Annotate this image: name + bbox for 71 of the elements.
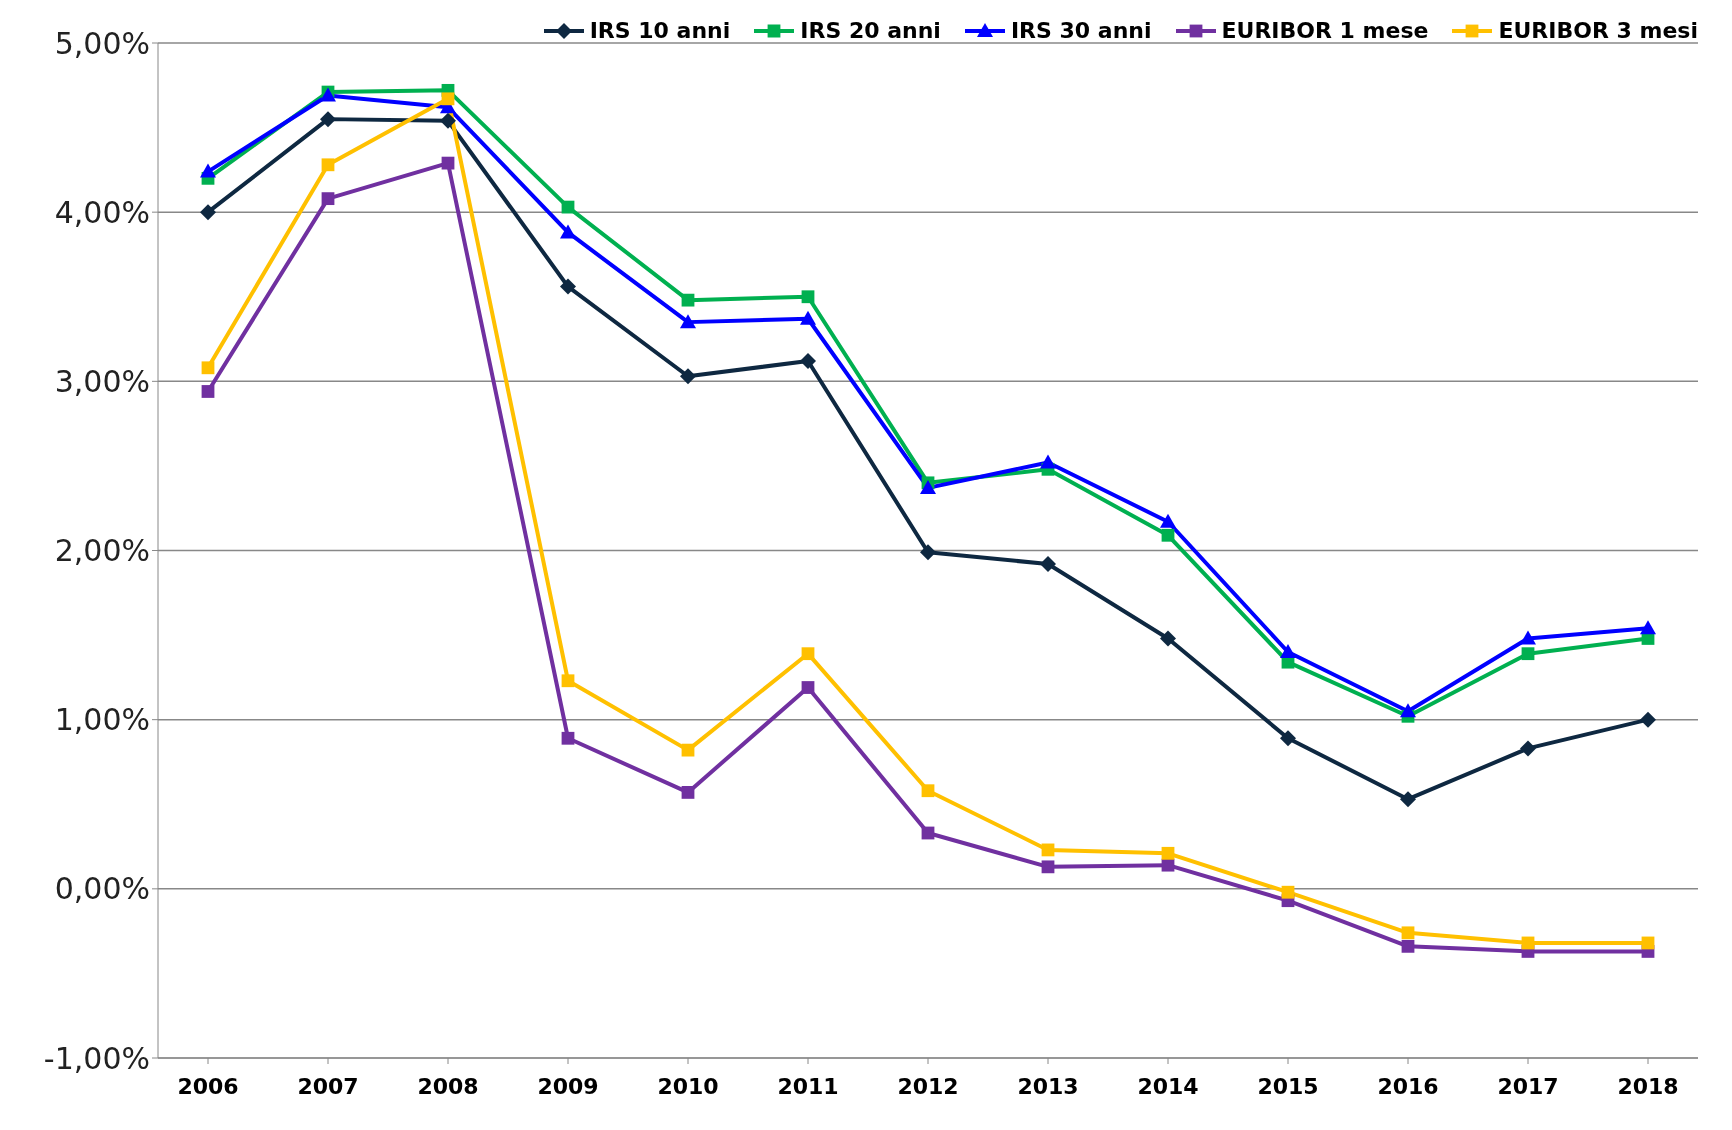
point xyxy=(1161,528,1175,542)
y-tick-label: 5,00% xyxy=(54,25,150,61)
point xyxy=(1640,711,1656,728)
point xyxy=(321,192,335,206)
point xyxy=(200,163,216,178)
point xyxy=(1040,556,1056,573)
point xyxy=(1400,703,1416,718)
x-tick-label: 2007 xyxy=(297,1073,359,1099)
point xyxy=(681,293,695,307)
point xyxy=(1280,730,1296,747)
point xyxy=(1280,644,1296,658)
point xyxy=(681,743,695,757)
point xyxy=(1281,885,1295,899)
point xyxy=(800,353,816,370)
point xyxy=(801,647,815,661)
point xyxy=(1521,647,1535,661)
point xyxy=(1160,630,1176,647)
y-tick-label: 4,00% xyxy=(54,194,150,230)
legend-label: IRS 30 anni xyxy=(1009,18,1152,43)
y-tick-label: 1,00% xyxy=(54,702,150,738)
point xyxy=(441,92,455,106)
point xyxy=(1401,939,1415,953)
point xyxy=(1160,513,1176,528)
point xyxy=(321,158,335,172)
point xyxy=(921,784,935,798)
point xyxy=(920,544,936,561)
point xyxy=(201,385,215,398)
point xyxy=(920,479,936,494)
point xyxy=(1041,860,1055,874)
x-tick-label: 2011 xyxy=(777,1073,839,1099)
x-tick-label: 2014 xyxy=(1137,1073,1199,1099)
point xyxy=(561,674,575,688)
x-tick-label: 2008 xyxy=(417,1073,479,1099)
y-tick-label: 2,00% xyxy=(54,533,150,569)
legend-label: EURIBOR 3 mesi xyxy=(1497,18,1698,43)
point xyxy=(680,314,696,329)
point xyxy=(1520,630,1536,645)
x-tick-label: 2016 xyxy=(1377,1073,1439,1099)
y-tick-label: 3,00% xyxy=(54,363,150,399)
point xyxy=(1400,791,1416,808)
legend-label: IRS 10 anni xyxy=(588,18,731,43)
x-tick-label: 2010 xyxy=(657,1073,719,1099)
point xyxy=(1640,620,1656,635)
x-tick-label: 2017 xyxy=(1497,1073,1559,1099)
point xyxy=(681,786,695,799)
x-tick-label: 2013 xyxy=(1017,1073,1079,1099)
point xyxy=(200,204,216,221)
legend-label: EURIBOR 1 mese xyxy=(1220,18,1429,43)
y-tick-label: 0,00% xyxy=(54,871,150,907)
point xyxy=(801,681,815,694)
point xyxy=(1401,926,1415,940)
x-tick-label: 2009 xyxy=(537,1073,599,1099)
x-tick-label: 2015 xyxy=(1257,1073,1319,1099)
point xyxy=(320,111,336,128)
x-tick-label: 2018 xyxy=(1617,1073,1679,1099)
point xyxy=(1040,454,1056,469)
point xyxy=(560,278,576,295)
y-tick-label: -1,00% xyxy=(43,1040,150,1076)
point xyxy=(800,310,816,325)
x-tick-label: 2006 xyxy=(177,1073,239,1099)
x-tick-label: 2012 xyxy=(897,1073,959,1099)
point xyxy=(561,731,575,745)
point xyxy=(680,368,696,385)
point xyxy=(441,156,455,170)
point xyxy=(201,361,215,375)
point xyxy=(440,112,456,129)
point xyxy=(1520,740,1536,757)
point xyxy=(1161,846,1175,860)
point xyxy=(801,290,815,304)
legend-label: IRS 20 anni xyxy=(799,18,941,43)
point xyxy=(560,224,576,239)
